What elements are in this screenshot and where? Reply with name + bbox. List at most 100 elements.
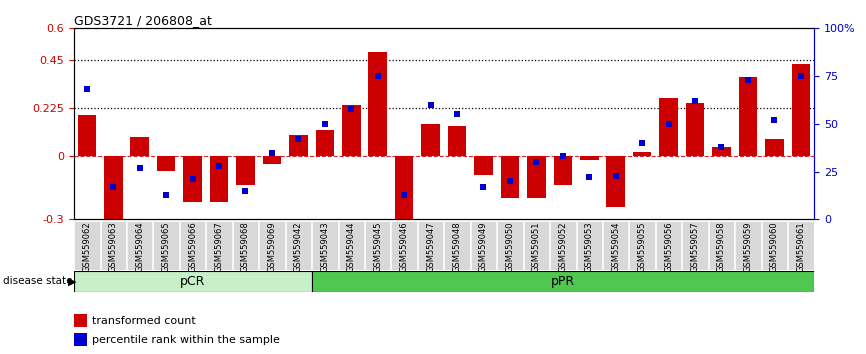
Text: GSM559049: GSM559049	[479, 222, 488, 272]
Text: transformed count: transformed count	[92, 316, 196, 326]
FancyBboxPatch shape	[127, 221, 152, 270]
Point	[397, 192, 411, 198]
Bar	[104, 156, 122, 219]
FancyBboxPatch shape	[603, 221, 629, 270]
Point	[582, 175, 596, 180]
Text: GSM559054: GSM559054	[611, 222, 620, 272]
Bar	[262, 156, 281, 164]
Bar	[131, 137, 149, 156]
Point	[238, 188, 252, 194]
Text: GSM559057: GSM559057	[690, 222, 700, 272]
Bar	[501, 156, 520, 198]
Bar	[184, 156, 202, 202]
FancyBboxPatch shape	[153, 221, 179, 270]
Text: GSM559045: GSM559045	[373, 222, 382, 272]
Bar	[475, 156, 493, 175]
Point	[292, 136, 306, 142]
Point	[159, 192, 173, 198]
Text: GSM559066: GSM559066	[188, 222, 197, 272]
FancyBboxPatch shape	[74, 221, 100, 270]
Bar	[74, 271, 312, 292]
Point	[423, 102, 437, 108]
Point	[212, 163, 226, 169]
Bar	[74, 314, 87, 327]
FancyBboxPatch shape	[471, 221, 496, 270]
FancyBboxPatch shape	[233, 221, 258, 270]
Point	[767, 117, 781, 123]
FancyBboxPatch shape	[259, 221, 285, 270]
Text: GSM559044: GSM559044	[346, 222, 356, 272]
Bar	[448, 126, 466, 156]
Text: GSM559068: GSM559068	[241, 222, 250, 272]
Bar	[78, 115, 96, 156]
FancyBboxPatch shape	[682, 221, 708, 270]
Bar	[633, 152, 651, 156]
Text: GSM559055: GSM559055	[637, 222, 647, 272]
Text: GDS3721 / 206808_at: GDS3721 / 206808_at	[74, 14, 211, 27]
Bar	[368, 52, 387, 156]
FancyBboxPatch shape	[577, 221, 602, 270]
Bar	[659, 98, 678, 156]
Bar	[792, 64, 810, 156]
Point	[476, 184, 490, 190]
FancyBboxPatch shape	[444, 221, 469, 270]
Text: GSM559056: GSM559056	[664, 222, 673, 272]
Point	[185, 177, 199, 182]
Text: GSM559046: GSM559046	[400, 222, 409, 272]
FancyBboxPatch shape	[312, 221, 338, 270]
FancyBboxPatch shape	[339, 221, 364, 270]
Point	[636, 140, 650, 146]
FancyBboxPatch shape	[206, 221, 232, 270]
Bar	[395, 156, 413, 222]
Bar	[686, 103, 704, 156]
Text: GSM559050: GSM559050	[506, 222, 514, 272]
Bar	[157, 156, 176, 171]
Point	[662, 121, 675, 127]
Point	[371, 73, 385, 79]
Point	[132, 165, 146, 171]
Text: GSM559063: GSM559063	[109, 222, 118, 272]
Text: pCR: pCR	[180, 275, 205, 288]
Bar	[739, 77, 757, 156]
Point	[503, 178, 517, 184]
Text: ▶: ▶	[68, 276, 76, 286]
Text: GSM559062: GSM559062	[82, 222, 91, 272]
Bar	[527, 156, 546, 198]
Bar	[712, 147, 731, 156]
Bar	[553, 156, 572, 185]
Point	[450, 112, 464, 117]
Point	[529, 159, 543, 165]
Bar	[766, 139, 784, 156]
Point	[741, 77, 755, 83]
FancyBboxPatch shape	[180, 221, 205, 270]
Text: GSM559042: GSM559042	[294, 222, 303, 272]
FancyBboxPatch shape	[762, 221, 787, 270]
Bar	[315, 130, 334, 156]
Point	[688, 98, 702, 104]
FancyBboxPatch shape	[100, 221, 126, 270]
FancyBboxPatch shape	[735, 221, 760, 270]
FancyBboxPatch shape	[656, 221, 682, 270]
Text: GSM559059: GSM559059	[743, 222, 753, 272]
Text: GSM559067: GSM559067	[215, 222, 223, 272]
Text: GSM559061: GSM559061	[797, 222, 805, 272]
Bar	[289, 135, 307, 156]
FancyBboxPatch shape	[497, 221, 522, 270]
Text: GSM559064: GSM559064	[135, 222, 145, 272]
Point	[265, 150, 279, 155]
Text: percentile rank within the sample: percentile rank within the sample	[92, 335, 280, 345]
Point	[714, 144, 728, 150]
Bar	[422, 124, 440, 156]
Text: GSM559065: GSM559065	[162, 222, 171, 272]
FancyBboxPatch shape	[286, 221, 311, 270]
Text: pPR: pPR	[551, 275, 575, 288]
Point	[107, 184, 120, 190]
Point	[556, 154, 570, 159]
Point	[318, 121, 332, 127]
FancyBboxPatch shape	[550, 221, 576, 270]
Text: GSM559051: GSM559051	[532, 222, 541, 272]
Bar	[580, 156, 598, 160]
Point	[794, 73, 808, 79]
Bar	[312, 271, 814, 292]
Text: disease state: disease state	[3, 276, 72, 286]
